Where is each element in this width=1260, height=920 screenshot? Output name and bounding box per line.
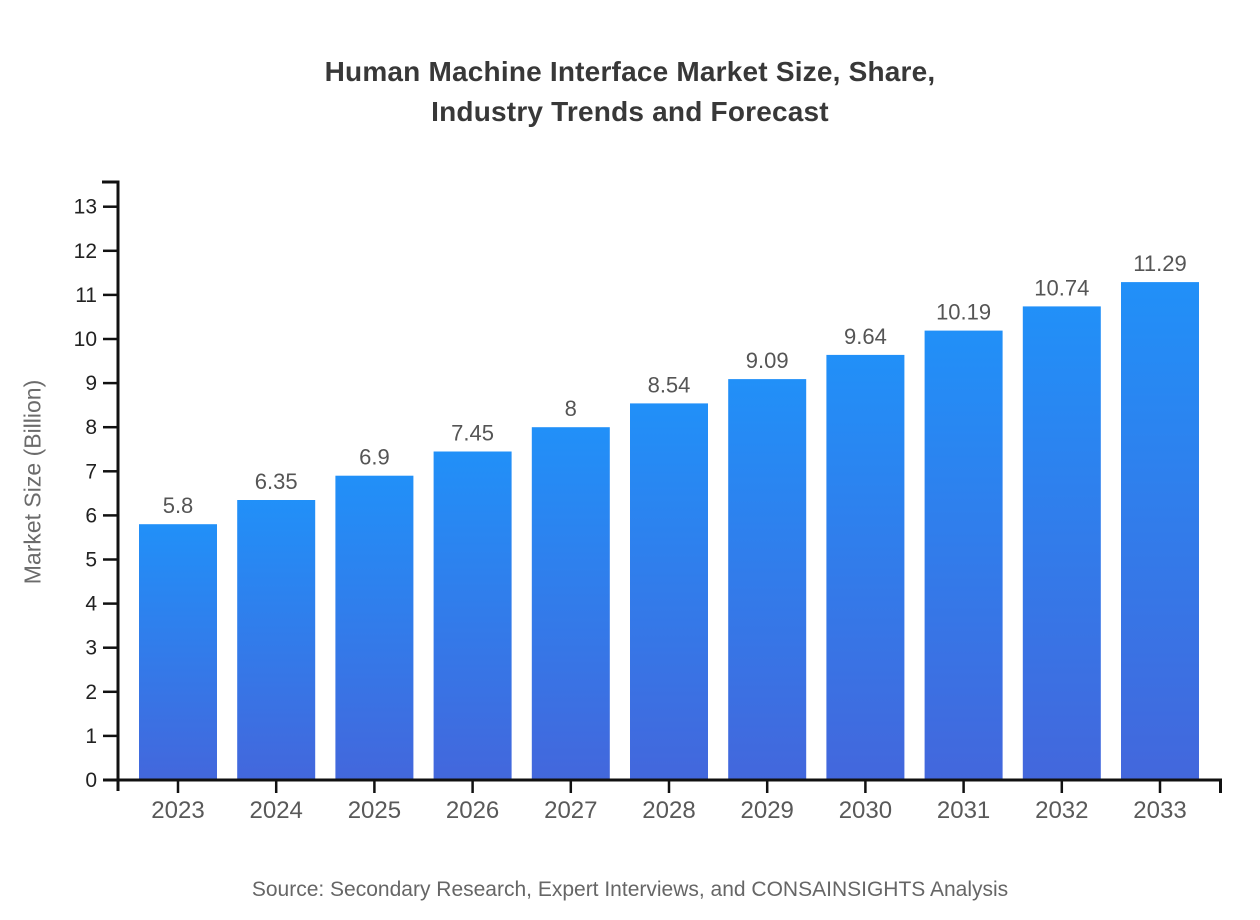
x-tick-label-2029: 2029 <box>741 797 794 824</box>
y-tick-label-8: 8 <box>85 416 97 439</box>
bar-2032 <box>1022 306 1101 780</box>
y-tick-label-13: 13 <box>74 196 97 219</box>
bar-value-label-2030: 9.64 <box>844 324 887 349</box>
bar-2025 <box>335 475 414 780</box>
bar-2023 <box>139 524 217 780</box>
x-tick-label-2023: 2023 <box>151 797 204 824</box>
y-tick-label-2: 2 <box>85 681 97 704</box>
chart-title: Human Machine Interface Market Size, Sha… <box>0 52 1260 132</box>
bar-value-label-2023: 5.8 <box>163 493 194 518</box>
y-tick-label-4: 4 <box>85 593 97 616</box>
bar-value-label-2025: 6.9 <box>359 445 390 470</box>
y-tick-label-12: 12 <box>74 240 97 263</box>
bar-2027 <box>531 427 610 780</box>
y-tick-label-3: 3 <box>85 637 97 660</box>
bar-2030 <box>826 354 905 780</box>
bar-value-label-2032: 10.74 <box>1034 275 1089 300</box>
y-tick-label-9: 9 <box>85 372 97 395</box>
bar-2033 <box>1121 282 1199 780</box>
bar-value-label-2031: 10.19 <box>936 300 991 325</box>
y-tick-label-1: 1 <box>85 725 97 748</box>
y-tick-label-5: 5 <box>85 549 97 572</box>
x-tick-label-2033: 2033 <box>1133 797 1186 824</box>
bar-2028 <box>630 403 708 780</box>
chart-title-line-1: Human Machine Interface Market Size, Sha… <box>324 56 936 87</box>
x-tick-label-2025: 2025 <box>348 797 401 824</box>
bar-value-label-2024: 6.35 <box>255 469 298 494</box>
y-tick-label-10: 10 <box>74 328 97 351</box>
x-tick-label-2028: 2028 <box>642 797 695 824</box>
x-tick-label-2024: 2024 <box>250 797 303 824</box>
x-tick-label-2026: 2026 <box>446 797 499 824</box>
y-tick-label-6: 6 <box>85 504 97 527</box>
y-tick-label-11: 11 <box>75 284 97 307</box>
bar-2024 <box>237 500 316 780</box>
chart-title-line-2: Industry Trends and Forecast <box>431 96 829 127</box>
x-tick-label-2031: 2031 <box>937 797 990 824</box>
bar-2031 <box>924 330 1003 780</box>
bar-2029 <box>728 379 807 780</box>
x-tick-label-2030: 2030 <box>839 797 892 824</box>
bar-value-label-2028: 8.54 <box>648 372 691 397</box>
bar-value-label-2027: 8 <box>565 396 577 421</box>
bar-2026 <box>433 451 512 780</box>
y-tick-label-7: 7 <box>85 460 97 483</box>
y-tick-label-0: 0 <box>85 769 97 792</box>
source-note: Source: Secondary Research, Expert Inter… <box>251 878 1009 901</box>
bar-value-label-2029: 9.09 <box>746 348 789 373</box>
bar-value-label-2026: 7.45 <box>451 421 494 446</box>
x-tick-label-2032: 2032 <box>1035 797 1088 824</box>
bar-value-label-2033: 11.29 <box>1133 251 1186 276</box>
x-tick-label-2027: 2027 <box>544 797 597 824</box>
